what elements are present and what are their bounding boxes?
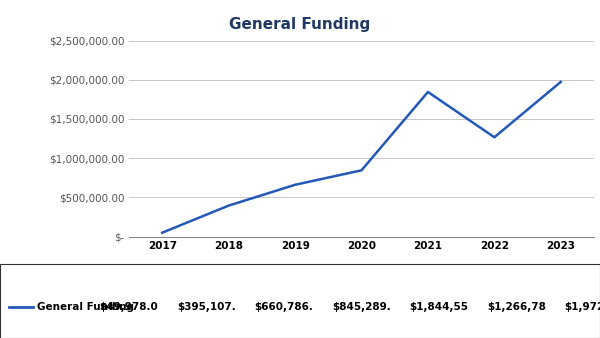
Text: $49,978.0: $49,978.0 bbox=[100, 302, 158, 312]
Text: General Funding: General Funding bbox=[229, 17, 371, 32]
Text: $1,266,78: $1,266,78 bbox=[487, 302, 546, 312]
Text: General Funding: General Funding bbox=[37, 302, 134, 312]
Text: $845,289.: $845,289. bbox=[332, 302, 391, 312]
Text: $660,786.: $660,786. bbox=[254, 302, 313, 312]
Text: $1,972,83: $1,972,83 bbox=[565, 302, 600, 312]
Text: $1,844,55: $1,844,55 bbox=[409, 302, 469, 312]
Text: $395,107.: $395,107. bbox=[177, 302, 236, 312]
